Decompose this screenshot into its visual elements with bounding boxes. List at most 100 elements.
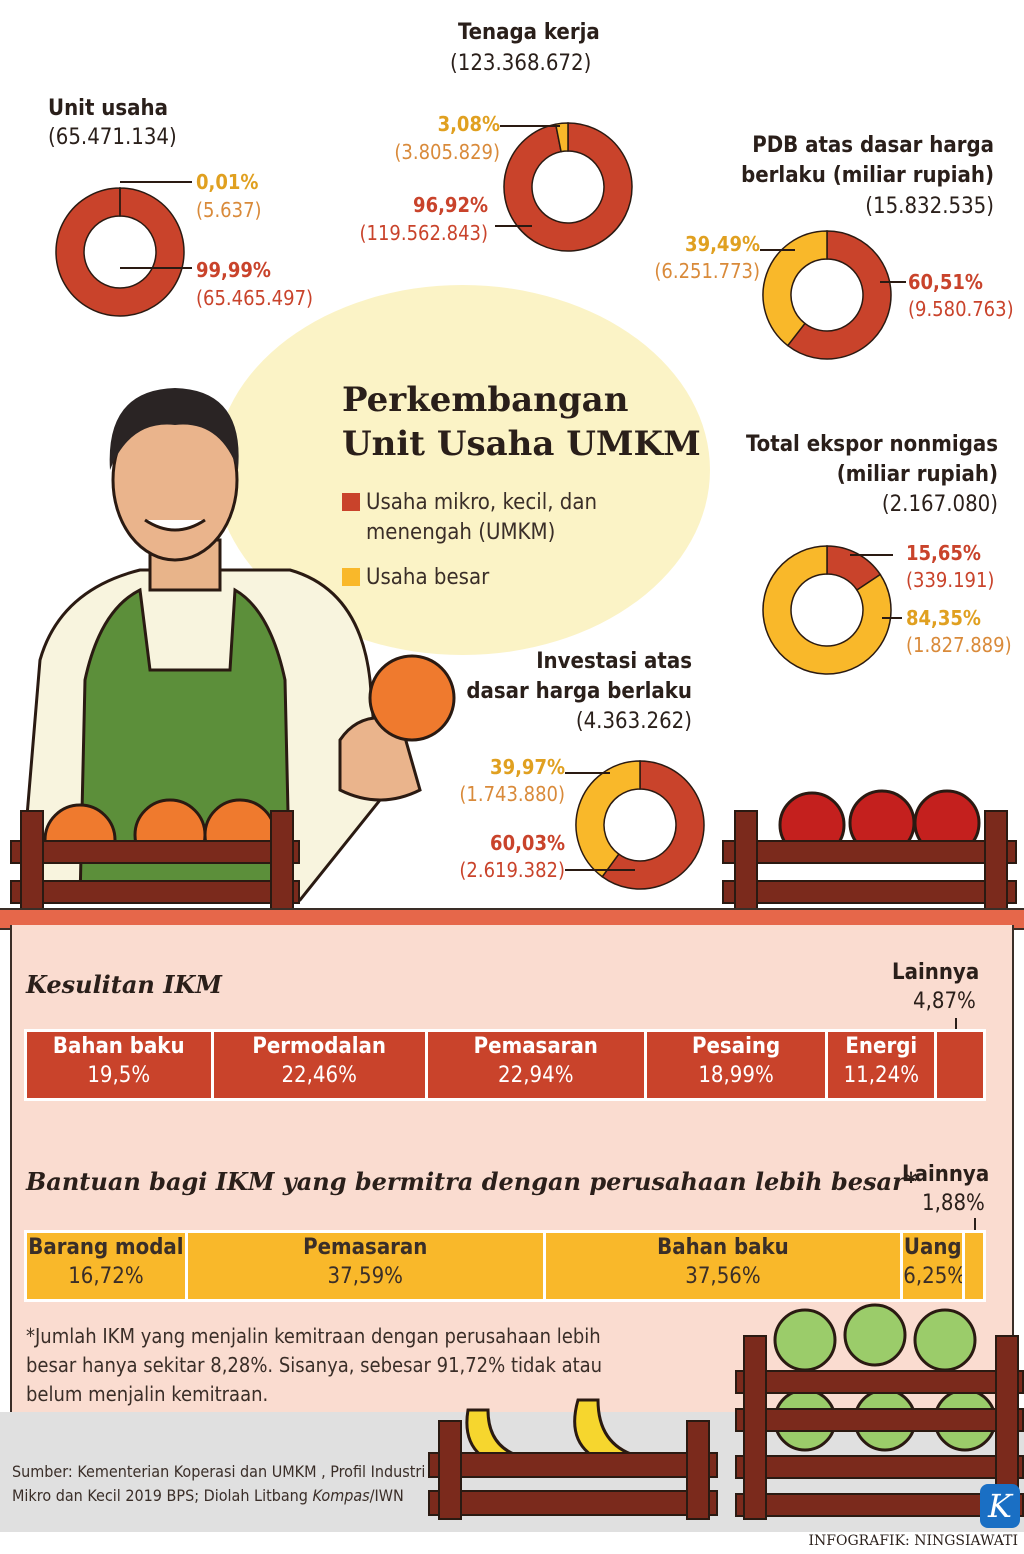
bar-segment-pemasaran: Pemasaran 22,94% xyxy=(427,1032,647,1098)
tenaga-kerja-besar-pct: 3,08% xyxy=(437,112,500,136)
segment-label: Bahan baku xyxy=(52,1034,185,1059)
legend-swatch-red xyxy=(342,493,360,511)
tenaga-kerja-slice-umkm xyxy=(503,122,633,252)
source-iwn: /IWN xyxy=(369,1486,404,1505)
pdb-title-2: berlaku (miliar rupiah) xyxy=(741,163,994,188)
bantuan-lainnya-pointer xyxy=(974,1218,976,1240)
pomegranate-crate xyxy=(722,785,1017,910)
ekspor-umkm-pct: 15,65% xyxy=(906,541,981,565)
segment-label: Pemasaran xyxy=(473,1034,598,1059)
investasi-title-1: Investasi atas xyxy=(536,649,692,674)
segment-value: 37,59% xyxy=(327,1264,403,1289)
segment-value: 22,46% xyxy=(281,1063,357,1088)
segment-label: Energi xyxy=(845,1034,918,1059)
legend-swatch-yellow xyxy=(342,568,360,586)
segment-label: Uang xyxy=(903,1235,962,1260)
kesulitan-lainnya-label: Lainnya xyxy=(892,960,980,985)
source-text: Sumber: Kementerian Koperasi dan UMKM , … xyxy=(12,1460,425,1508)
ekspor-besar-value: (1.827.889) xyxy=(906,633,1012,657)
unit-usaha-title: Unit usaha xyxy=(48,96,168,121)
unit-usaha-besar-pct: 0,01% xyxy=(196,170,259,194)
pdb-slice-umkm xyxy=(786,230,892,360)
bar-segment-bahan-baku: Bahan baku 37,56% xyxy=(545,1233,904,1299)
tenaga-kerja-total: (123.368.672) xyxy=(450,51,592,76)
page-title-2: Unit Usaha UMKM xyxy=(342,424,701,464)
ikm-panel xyxy=(10,925,1014,1457)
tenaga-kerja-umkm-value: (119.562.843) xyxy=(359,221,488,245)
investasi-besar-value: (1.743.880) xyxy=(459,782,565,806)
source-line-1: Sumber: Kementerian Koperasi dan UMKM , … xyxy=(12,1462,426,1481)
unit-usaha-umkm-value: (65.465.497) xyxy=(196,286,314,310)
segment-value: 22,94% xyxy=(498,1063,574,1088)
legend-besar-label: Usaha besar xyxy=(366,565,490,590)
bar-segment-energi: Energi 11,24% xyxy=(828,1032,938,1098)
pdb-slice-besar xyxy=(762,230,828,347)
tenaga-kerja-umkm-pct: 96,92% xyxy=(413,193,488,217)
segment-label: Permodalan xyxy=(252,1034,386,1059)
footnote: *Jumlah IKM yang menjalin kemitraan deng… xyxy=(26,1324,603,1406)
investasi-title-2: dasar harga berlaku xyxy=(466,679,692,704)
segment-value: 37,56% xyxy=(685,1264,761,1289)
kesulitan-bar: Bahan baku 19,5% Permodalan 22,46% Pemasaran… xyxy=(24,1029,986,1101)
ekspor-total: (2.167.080) xyxy=(881,492,998,517)
bar-segment-barang-modal: Barang modal 16,72% xyxy=(27,1233,188,1299)
source-kompas: Kompas xyxy=(312,1486,370,1505)
segment-value: 19,5% xyxy=(87,1063,151,1088)
legend-umkm-label: Usaha mikro, kecil, dan menengah (UMKM) xyxy=(366,490,598,545)
ekspor-umkm-value: (339.191) xyxy=(906,568,995,592)
segment-value: 18,99% xyxy=(698,1063,774,1088)
bar-segment-uang: Uang 6,25% xyxy=(903,1233,966,1299)
ekspor-title-1: Total ekspor nonmigas xyxy=(746,432,998,457)
credit: INFOGRAFIK: NINGSIAWATI xyxy=(808,1533,1018,1549)
unit-usaha-umkm-pct: 99,99% xyxy=(196,258,271,282)
pdb-besar-value: (6.251.773) xyxy=(654,259,760,283)
legend-besar: Usaha besar xyxy=(342,563,489,593)
segment-value: 16,72% xyxy=(68,1264,144,1289)
pdb-umkm-value: (9.580.763) xyxy=(908,297,1014,321)
bar-segment-lainnya xyxy=(965,1233,983,1299)
segment-label: Pesaing xyxy=(692,1034,781,1059)
investasi-slice-besar xyxy=(575,760,641,878)
tenaga-kerja-slice-besar xyxy=(554,122,569,153)
segment-label: Pemasaran xyxy=(303,1235,428,1260)
investasi-umkm-value: (2.619.382) xyxy=(459,858,565,882)
legend-umkm: Usaha mikro, kecil, dan menengah (UMKM) xyxy=(342,488,622,548)
kesulitan-lainnya-value: 4,87% xyxy=(913,989,976,1014)
bar-segment-permodalan: Permodalan 22,46% xyxy=(213,1032,428,1098)
banana-crate xyxy=(428,1390,718,1520)
pdb-title-1: PDB atas dasar harga xyxy=(752,133,994,158)
investasi-slice-umkm xyxy=(601,760,705,890)
investasi-besar-pct: 39,97% xyxy=(490,755,565,779)
page-title-1: Perkembangan xyxy=(342,380,629,420)
unit-usaha-total: (65.471.134) xyxy=(48,125,177,150)
segment-value: 6,25% xyxy=(903,1264,966,1289)
investasi-total: (4.363.262) xyxy=(575,709,692,734)
segment-label: Barang modal xyxy=(28,1235,184,1260)
investasi-umkm-pct: 60,03% xyxy=(490,831,565,855)
bantuan-title: Bantuan bagi IKM yang bermitra dengan pe… xyxy=(26,1167,918,1196)
kesulitan-title: Kesulitan IKM xyxy=(26,970,222,999)
kompas-logo: K xyxy=(980,1484,1020,1528)
unit-usaha-besar-value: (5.637) xyxy=(196,198,262,222)
source-line-2: Mikro dan Kecil 2019 BPS; Diolah Litbang xyxy=(12,1486,313,1505)
tenaga-kerja-title: Tenaga kerja xyxy=(458,20,600,45)
bar-segment-pemasaran: Pemasaran 37,59% xyxy=(187,1233,546,1299)
segment-label: Bahan baku xyxy=(657,1235,789,1260)
pdb-total: (15.832.535) xyxy=(865,194,994,219)
ekspor-besar-pct: 84,35% xyxy=(906,606,981,630)
ekspor-title-2: (miliar rupiah) xyxy=(836,462,998,487)
bar-segment-pesaing: Pesaing 18,99% xyxy=(646,1032,829,1098)
bar-segment-bahan-baku: Bahan baku 19,5% xyxy=(27,1032,214,1098)
ekspor-slice-besar xyxy=(762,545,892,675)
donut-charts xyxy=(55,122,906,890)
bantuan-bar: Barang modal 16,72% Pemasaran 37,59% Bahan b… xyxy=(24,1230,986,1302)
pdb-umkm-pct: 60,51% xyxy=(908,270,983,294)
segment-value: 11,24% xyxy=(843,1063,920,1088)
bar-segment-lainnya xyxy=(937,1032,983,1098)
pdb-besar-pct: 39,49% xyxy=(685,232,760,256)
bantuan-lainnya-value: 1,88% xyxy=(922,1191,985,1216)
tenaga-kerja-besar-value: (3.805.829) xyxy=(394,140,500,164)
orange-crate xyxy=(10,780,300,910)
bantuan-lainnya-label: Lainnya xyxy=(902,1162,990,1187)
apple-crate xyxy=(735,1290,1024,1520)
